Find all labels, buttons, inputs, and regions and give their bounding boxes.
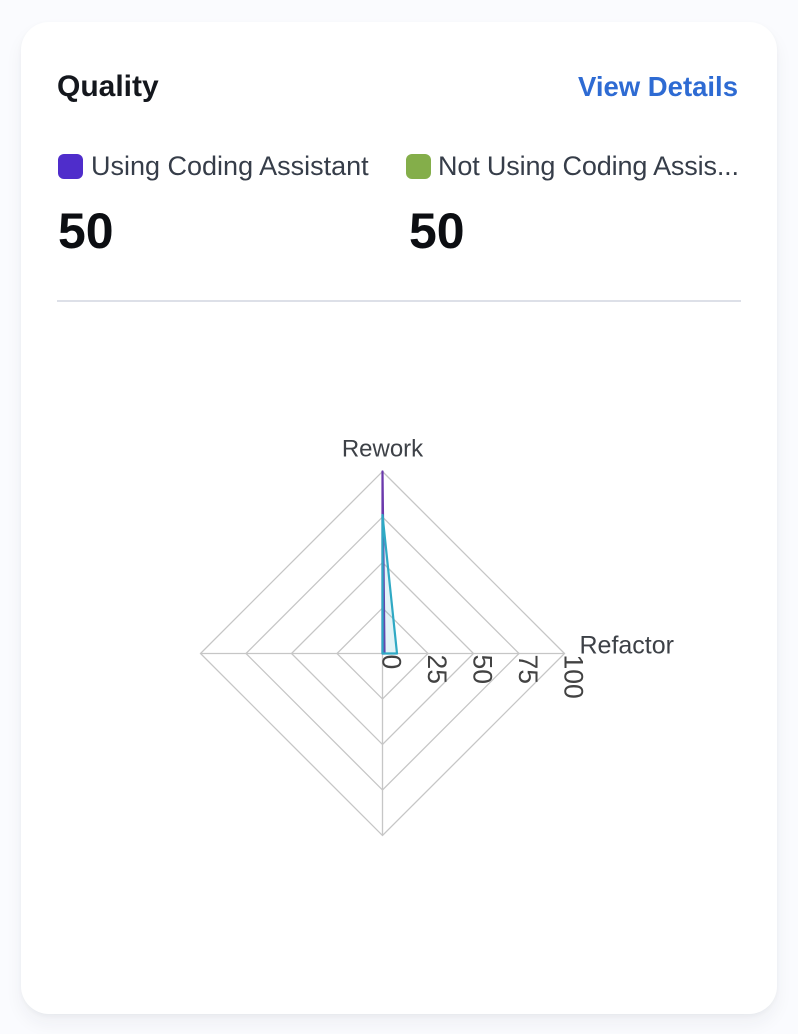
svg-text:Refactor: Refactor (580, 632, 674, 660)
svg-text:Rework: Rework (342, 435, 424, 462)
svg-text:50: 50 (468, 655, 498, 684)
svg-text:75: 75 (513, 655, 543, 684)
svg-text:25: 25 (422, 655, 452, 684)
svg-text:100: 100 (559, 655, 589, 699)
svg-text:0: 0 (377, 655, 407, 670)
